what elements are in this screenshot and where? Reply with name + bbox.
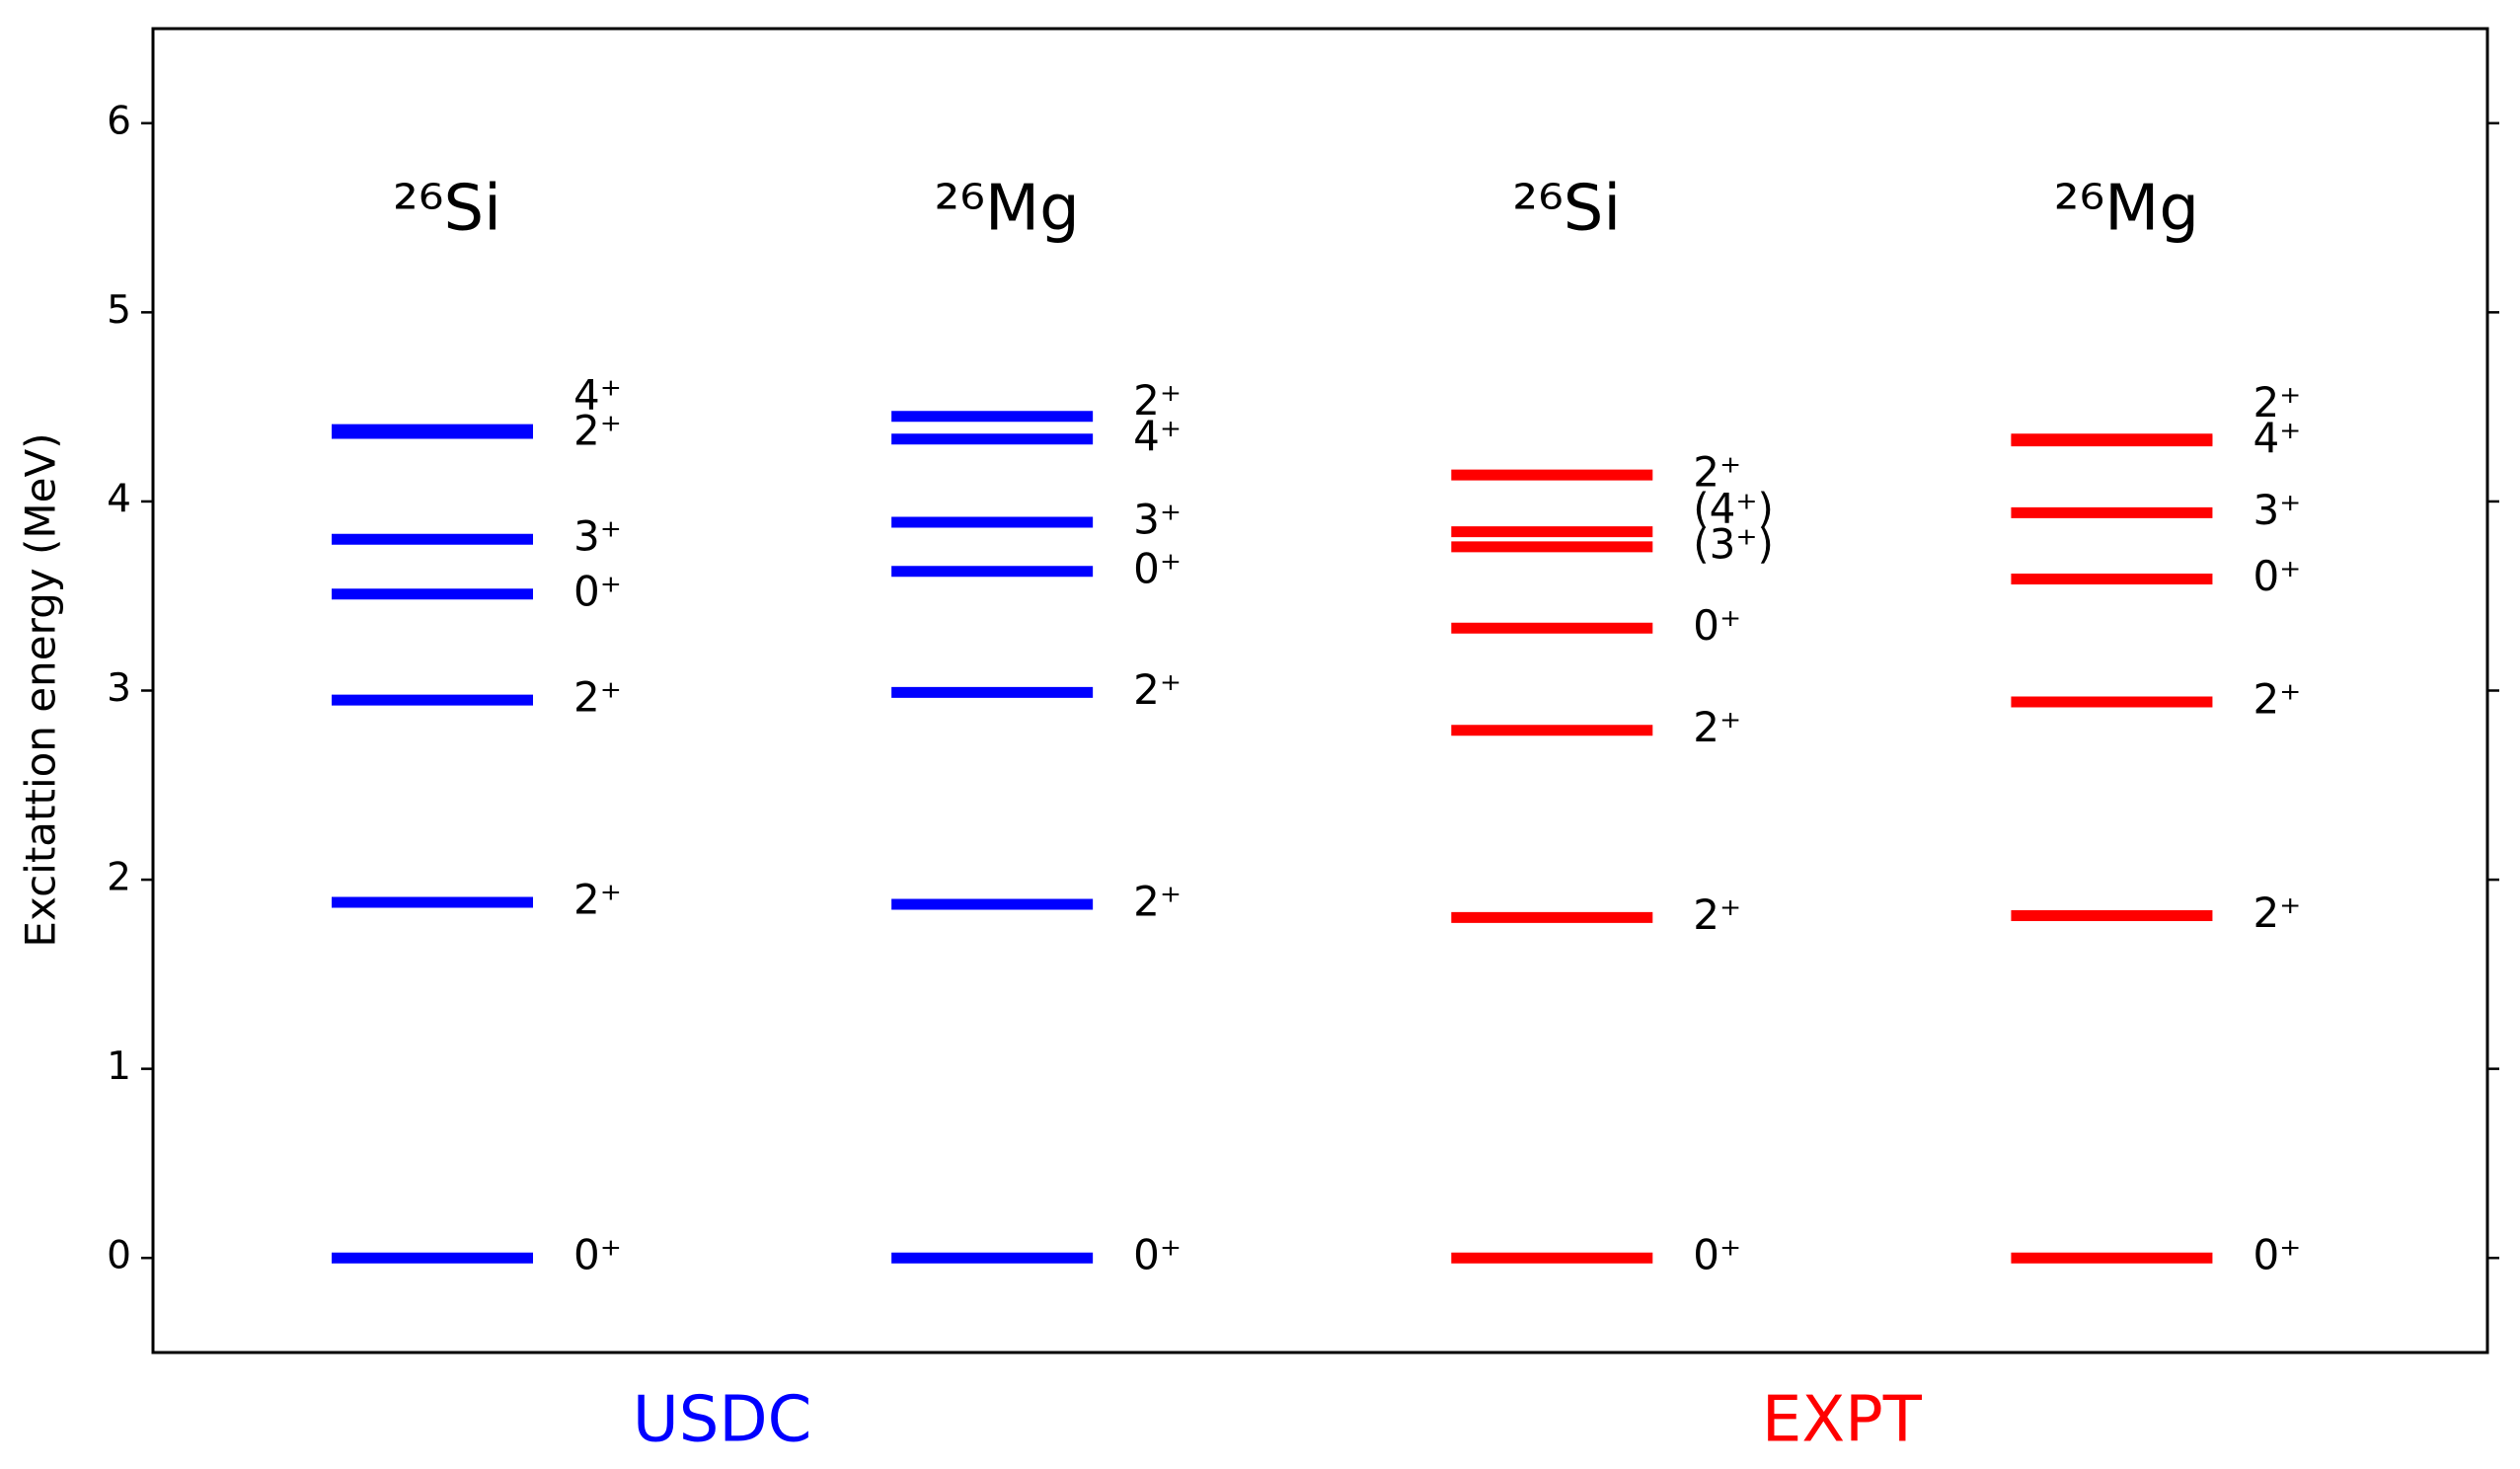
- nucleus-label: ²⁶Mg: [935, 173, 1080, 246]
- level-label: 2⁺: [573, 406, 622, 454]
- y-axis-label: Excitattion energy (MeV): [17, 432, 65, 947]
- level-label: 2⁺: [2253, 378, 2301, 426]
- level-label: 3⁺: [1133, 496, 1182, 544]
- level-label: (4⁺): [1693, 484, 1774, 532]
- level-label: 4⁺: [573, 370, 622, 419]
- y-tick-label: 6: [107, 99, 131, 143]
- level-label: 0⁺: [2253, 552, 2301, 600]
- level-label: 0⁺: [1693, 601, 1741, 650]
- level-label: 0⁺: [1133, 1231, 1182, 1279]
- level-label: 0⁺: [573, 567, 622, 615]
- level-label: 2⁺: [1693, 703, 1741, 751]
- y-tick-label: 0: [107, 1234, 131, 1278]
- y-tick-label: 1: [107, 1044, 131, 1089]
- level-label: 2⁺: [1133, 877, 1182, 925]
- level-label: 2⁺: [2253, 674, 2301, 723]
- level-label: 4⁺: [1133, 412, 1182, 460]
- y-tick-label: 3: [107, 666, 131, 711]
- level-label: 2⁺: [1693, 890, 1741, 939]
- level-label: 2⁺: [573, 673, 622, 722]
- y-tick-label: 5: [107, 288, 131, 333]
- level-label: 4⁺: [2253, 414, 2301, 462]
- nucleus-label: ²⁶Mg: [2054, 173, 2199, 246]
- level-label: 3⁺: [573, 512, 622, 561]
- group-label: EXPT: [1762, 1384, 1923, 1457]
- level-label: 3⁺: [2253, 486, 2301, 534]
- level-label: 0⁺: [2253, 1231, 2301, 1279]
- nucleus-label: ²⁶Si: [1512, 173, 1621, 246]
- level-label: (3⁺): [1693, 519, 1774, 568]
- y-tick-label: 4: [107, 477, 131, 521]
- level-label: 0⁺: [1693, 1231, 1741, 1279]
- level-label: 2⁺: [1133, 665, 1182, 714]
- level-label: 2⁺: [573, 876, 622, 924]
- level-label: 2⁺: [1693, 448, 1741, 497]
- nucleus-label: ²⁶Si: [393, 173, 501, 246]
- level-label: 2⁺: [2253, 889, 2301, 937]
- group-label: USDC: [633, 1384, 811, 1457]
- level-label: 0⁺: [1133, 544, 1182, 592]
- level-label: 2⁺: [1133, 376, 1182, 425]
- level-label: 0⁺: [573, 1231, 622, 1279]
- y-tick-label: 2: [107, 856, 131, 900]
